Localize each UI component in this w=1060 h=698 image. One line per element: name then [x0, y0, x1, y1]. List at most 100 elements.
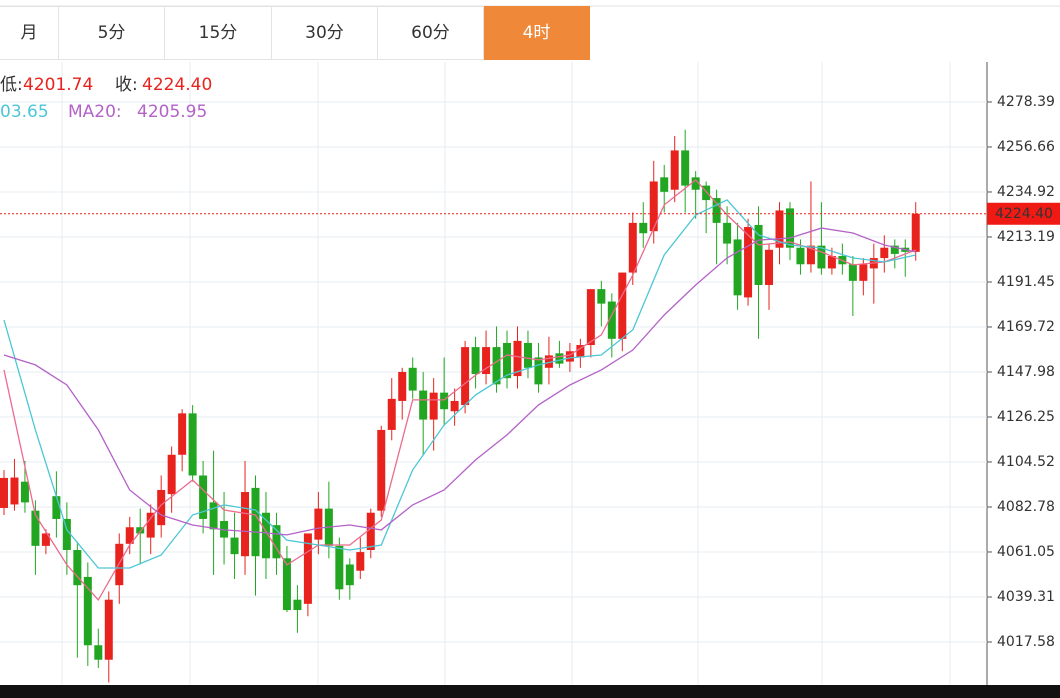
- candle-body: [785, 208, 794, 248]
- candle-body: [125, 527, 134, 544]
- candle-body: [576, 345, 585, 358]
- candle-body: [586, 289, 595, 346]
- y-tick-label: 4017.58: [997, 634, 1055, 650]
- candle-body: [303, 533, 312, 604]
- candle-body: [188, 413, 197, 476]
- candle-body: [366, 512, 375, 551]
- candle-body: [20, 481, 29, 503]
- candle-body: [482, 347, 491, 375]
- bottom-bar: [0, 685, 1060, 698]
- candle-body: [848, 264, 857, 281]
- candle-body: [408, 367, 417, 391]
- candle-body: [440, 392, 449, 410]
- legend-low: 4201.74: [23, 75, 93, 95]
- candle-body: [335, 545, 344, 590]
- candle-body: [157, 489, 166, 526]
- y-tick-label: 4147.98: [997, 364, 1055, 380]
- candle-body: [796, 247, 805, 265]
- candle-body: [429, 392, 438, 420]
- interval-tab[interactable]: 5分: [59, 6, 165, 60]
- interval-tab[interactable]: 30分: [272, 6, 378, 60]
- candle-body: [806, 245, 815, 265]
- candle-body: [754, 224, 763, 285]
- y-tick-label: 4278.39: [997, 94, 1055, 110]
- candle-body: [744, 227, 753, 298]
- y-tick-label: 4104.52: [997, 454, 1055, 470]
- candle-body: [880, 247, 889, 259]
- candle-body: [136, 527, 145, 534]
- candle-body: [618, 272, 627, 339]
- candle-body: [890, 245, 899, 254]
- candle-body: [827, 256, 836, 269]
- candle-body: [272, 525, 281, 559]
- candle-body: [534, 357, 543, 385]
- candle-body: [251, 487, 260, 557]
- candle-body: [167, 454, 176, 495]
- candle-body: [765, 249, 774, 285]
- legend-low-label: 低:: [0, 75, 23, 95]
- interval-tab[interactable]: 4时: [484, 6, 590, 60]
- y-tick-label: 4213.19: [997, 229, 1055, 245]
- y-tick-label: 4234.92: [997, 184, 1055, 200]
- candle-body: [104, 599, 113, 660]
- legend-ma20-label: MA20:: [68, 102, 122, 122]
- candle-body: [565, 351, 574, 362]
- candle-body: [649, 181, 658, 232]
- candle-body: [723, 222, 732, 244]
- interval-tab[interactable]: 月: [0, 6, 59, 60]
- legend-ma10: 03.65: [0, 102, 49, 122]
- candle-body: [73, 550, 82, 586]
- moving-average-line: [3, 227, 916, 536]
- candle-body: [628, 222, 637, 273]
- candle-body: [62, 518, 71, 551]
- candle-body: [817, 245, 826, 269]
- y-tick-label: 4061.05: [997, 544, 1055, 560]
- candle-body: [293, 599, 302, 611]
- candle-body: [544, 355, 553, 368]
- interval-tabs: 月 5分 15分 30分 60分 4时: [0, 6, 590, 60]
- candle-body: [94, 645, 103, 660]
- candle-body: [0, 477, 8, 508]
- candle-body: [503, 342, 512, 379]
- candle-body: [387, 398, 396, 430]
- candle-body: [241, 492, 250, 557]
- candle-body: [660, 177, 669, 192]
- y-tick-label: 4191.45: [997, 274, 1055, 290]
- candle-body: [261, 512, 270, 559]
- candle-body: [691, 177, 700, 190]
- candle-body: [471, 347, 480, 375]
- y-tick-label: 4169.72: [997, 319, 1055, 335]
- candle-body: [419, 390, 428, 420]
- candle-body: [52, 496, 61, 519]
- candle-body: [513, 340, 522, 377]
- y-tick-label: 4082.78: [997, 499, 1055, 515]
- interval-tab[interactable]: 60分: [378, 6, 484, 60]
- candle-body: [555, 353, 564, 364]
- y-tick-label: 4126.25: [997, 409, 1055, 425]
- candle-body: [10, 477, 19, 505]
- candle-body: [670, 150, 679, 190]
- candle-body: [911, 213, 920, 252]
- candle-body: [775, 210, 784, 248]
- candle-body: [461, 347, 470, 406]
- candle-body: [314, 508, 323, 540]
- price-grid: [0, 101, 987, 643]
- y-tick-label: 4039.31: [997, 589, 1055, 605]
- candle-body: [377, 429, 386, 511]
- interval-tab[interactable]: 15分: [165, 6, 272, 60]
- moving-average-line: [3, 179, 916, 602]
- candle-body: [450, 400, 459, 412]
- candles: [0, 129, 920, 683]
- candle-body: [178, 413, 187, 455]
- time-grid: [61, 62, 951, 685]
- candle-body: [230, 537, 239, 555]
- candle-body: [523, 342, 532, 368]
- candle-body: [712, 198, 721, 223]
- moving-average-line: [3, 199, 916, 569]
- candle-body: [859, 264, 868, 281]
- candle-body: [597, 289, 606, 304]
- last-price-label: 4224.40: [995, 206, 1053, 222]
- candle-body: [702, 185, 711, 201]
